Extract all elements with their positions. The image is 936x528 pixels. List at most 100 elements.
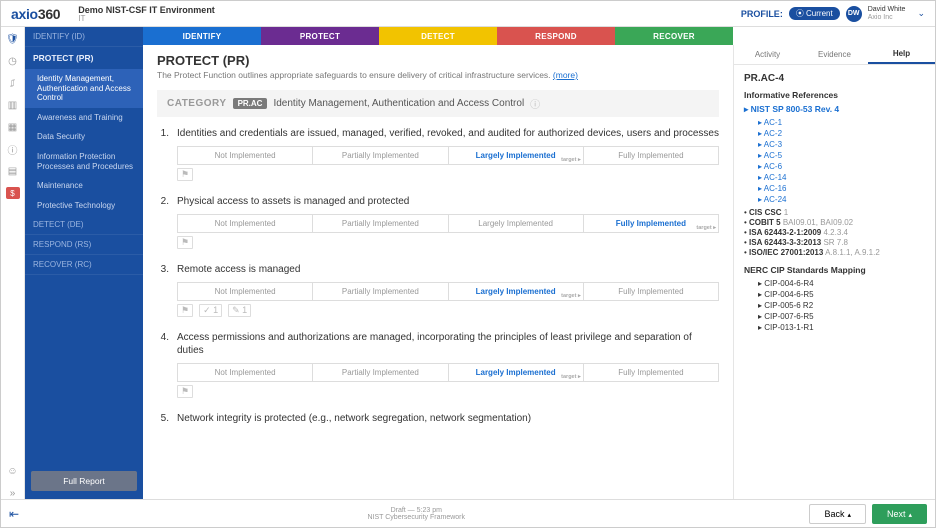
ref-link[interactable]: AC-16 (758, 184, 925, 193)
category-label: CATEGORY (167, 98, 227, 109)
chart-icon[interactable]: ⎎ (7, 77, 19, 89)
sidebar-item[interactable]: Maintenance (25, 176, 143, 196)
impl-cell[interactable]: Not Implemented (178, 364, 313, 381)
impl-cell[interactable]: Largely Implementedtarget ▸ (449, 364, 584, 381)
impl-cell[interactable]: Partially Implemented (313, 283, 448, 300)
question: 3. Remote access is managed Not Implemente… (157, 263, 719, 317)
nav-respond[interactable]: RESPOND (RS) (25, 235, 143, 255)
left-nav: IDENTIFY (ID) PROTECT (PR) Identity Mana… (25, 27, 143, 499)
chevron-down-icon[interactable]: ⌄ (917, 8, 925, 19)
nav-recover[interactable]: RECOVER (RC) (25, 255, 143, 275)
question-text: Remote access is managed (177, 263, 300, 276)
gauge-icon[interactable]: ◷ (7, 55, 19, 67)
impl-cell[interactable]: Partially Implemented (313, 147, 448, 164)
nav-identify[interactable]: IDENTIFY (ID) (25, 27, 143, 47)
flag-icon[interactable]: ⚑ (177, 168, 193, 181)
rp-section-nerc: NERC CIP Standards Mapping (744, 265, 925, 275)
ref-link[interactable]: AC-14 (758, 173, 925, 182)
sidebar-item[interactable]: Protective Technology (25, 196, 143, 216)
question: 1.Identities and credentials are issued,… (157, 127, 719, 181)
impl-cell[interactable]: Largely Implementedtarget ▸ (449, 147, 584, 164)
page-subtitle: The Protect Function outlines appropriat… (157, 70, 719, 80)
impl-cell[interactable]: Partially Implemented (313, 215, 448, 232)
impl-cell[interactable]: Partially Implemented (313, 364, 448, 381)
rp-tab-help[interactable]: Help (868, 45, 935, 64)
rp-tab-activity[interactable]: Activity (734, 45, 801, 64)
question-number: 2. (157, 195, 169, 208)
footer-status: Draft — 5:23 pm NIST Cybersecurity Frame… (29, 507, 803, 521)
flag-icon[interactable]: ⚑ (177, 304, 193, 317)
ref-link[interactable]: AC-2 (758, 129, 925, 138)
impl-cell[interactable]: Not Implemented (178, 147, 313, 164)
impl-cell[interactable]: Fully Implemented (584, 283, 718, 300)
phase-tab-detect[interactable]: DETECT (379, 27, 497, 45)
profile-pill[interactable]: ⦿ Current (789, 7, 840, 20)
implementation-row: Not ImplementedPartially ImplementedLarg… (177, 282, 719, 301)
nerc-link[interactable]: CIP-007-6-R5 (758, 312, 925, 321)
nerc-link[interactable]: CIP-005-6 R2 (758, 301, 925, 310)
icon-rail: 🛡 ◷ ⎎ ▥ ▦ ⓘ ▤ $ ☺ » (1, 27, 25, 499)
question-text: Physical access to assets is managed and… (177, 195, 409, 208)
collapse-icon[interactable]: ⇤ (9, 507, 19, 521)
ref-link[interactable]: AC-6 (758, 162, 925, 171)
ref-main[interactable]: NIST SP 800-53 Rev. 4 (744, 104, 925, 115)
info-icon[interactable]: ⓘ (530, 96, 540, 111)
more-link[interactable]: (more) (553, 70, 578, 80)
page-title: PROTECT (PR) (157, 53, 719, 68)
ref-link[interactable]: AC-1 (758, 118, 925, 127)
impl-cell[interactable]: Largely Implementedtarget ▸ (449, 283, 584, 300)
nerc-link[interactable]: CIP-004-6-R5 (758, 290, 925, 299)
sidebar-item[interactable]: Identity Management, Authentication and … (25, 69, 143, 108)
phase-tab-respond[interactable]: RESPOND (497, 27, 615, 45)
sidebar-item[interactable]: Data Security (25, 127, 143, 147)
clipboard-icon[interactable]: ▥ (7, 99, 19, 111)
rp-tab-evidence[interactable]: Evidence (801, 45, 868, 64)
top-header: axio360 Demo NIST-CSF IT Environment IT … (1, 1, 935, 27)
logo: axio360 (11, 6, 60, 22)
impl-cell[interactable]: Fully Implemented (584, 364, 718, 381)
nav-detect[interactable]: DETECT (DE) (25, 215, 143, 235)
sidebar-item[interactable]: Awareness and Training (25, 108, 143, 128)
rp-section-references: Informative References (744, 90, 925, 100)
implementation-row: Not ImplementedPartially ImplementedLarg… (177, 363, 719, 382)
impl-cell[interactable]: Not Implemented (178, 215, 313, 232)
doc-icon[interactable]: ▤ (7, 165, 19, 177)
question-flags: ⚑ (177, 168, 719, 181)
category-name: Identity Management, Authentication and … (273, 98, 524, 109)
info-icon[interactable]: ⓘ (7, 143, 19, 155)
phase-tab-recover[interactable]: RECOVER (615, 27, 733, 45)
next-button[interactable]: Next▴ (872, 504, 927, 524)
shield-icon[interactable]: 🛡 (7, 33, 19, 45)
ref-link[interactable]: AC-24 (758, 195, 925, 204)
smile-icon[interactable]: ☺ (7, 465, 19, 477)
question-number: 3. (157, 263, 169, 276)
flag-icon[interactable]: ⚑ (177, 236, 193, 249)
back-button[interactable]: Back▴ (809, 504, 866, 524)
phase-tab-protect[interactable]: PROTECT (261, 27, 379, 45)
right-panel: ActivityEvidenceHelp PR.AC-4 Informative… (733, 45, 935, 499)
avatar[interactable]: DW (846, 6, 862, 22)
impl-cell[interactable]: Fully Implemented (584, 147, 718, 164)
flag-icon[interactable]: ✓ 1 (199, 304, 222, 317)
nerc-link[interactable]: CIP-013-1-R1 (758, 323, 925, 332)
full-report-button[interactable]: Full Report (31, 471, 137, 491)
question-number: 5. (157, 412, 169, 425)
impl-cell[interactable]: Largely Implemented (449, 215, 584, 232)
implementation-row: Not ImplementedPartially ImplementedLarg… (177, 146, 719, 165)
phase-tab-identify[interactable]: IDENTIFY (143, 27, 261, 45)
ref-link[interactable]: AC-3 (758, 140, 925, 149)
question-flags: ⚑ (177, 385, 719, 398)
impl-cell[interactable]: Not Implemented (178, 283, 313, 300)
alert-badge[interactable]: $ (6, 187, 20, 199)
nav-protect-heading[interactable]: PROTECT (PR) (25, 47, 143, 69)
ref-bullet: ISO/IEC 27001:2013 A.8.1.1, A.9.1.2 (744, 248, 925, 257)
ref-link[interactable]: AC-5 (758, 151, 925, 160)
nerc-link[interactable]: CIP-004-6-R4 (758, 279, 925, 288)
expand-icon[interactable]: » (7, 487, 19, 499)
category-code: PR.AC (233, 98, 268, 109)
impl-cell[interactable]: Fully Implementedtarget ▸ (584, 215, 718, 232)
grid-icon[interactable]: ▦ (7, 121, 19, 133)
flag-icon[interactable]: ✎ 1 (228, 304, 251, 317)
flag-icon[interactable]: ⚑ (177, 385, 193, 398)
sidebar-item[interactable]: Information Protection Processes and Pro… (25, 147, 143, 176)
